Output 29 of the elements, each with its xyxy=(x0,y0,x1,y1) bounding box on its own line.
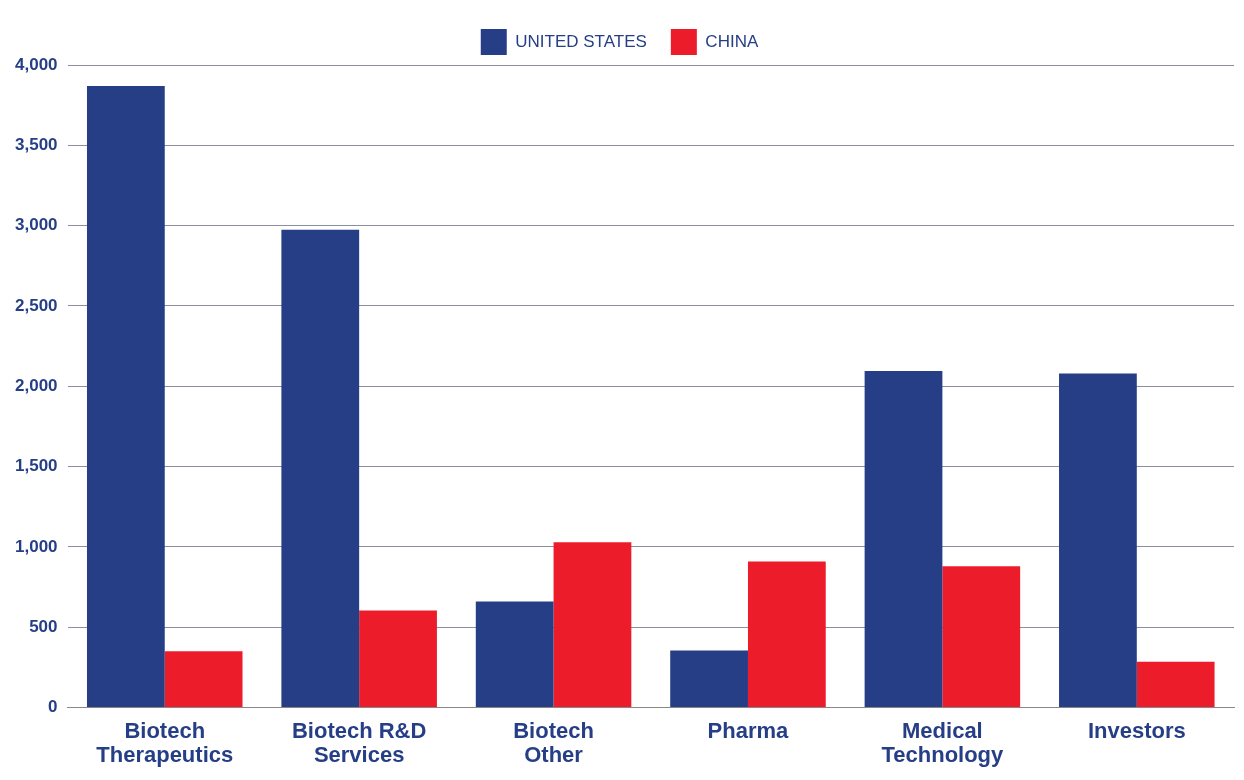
bar xyxy=(747,561,826,708)
y-tick-label: 500 xyxy=(29,616,58,636)
x-tick-label: Medical Technology xyxy=(881,717,1005,767)
bar xyxy=(864,371,943,708)
bar xyxy=(553,542,632,708)
bar xyxy=(281,229,360,708)
bar xyxy=(942,566,1021,708)
y-tick-label: 3,000 xyxy=(14,215,58,235)
bar xyxy=(86,85,165,708)
x-tick-label: Pharma xyxy=(707,717,790,743)
y-tick-label: 0 xyxy=(48,697,58,717)
x-tick-label: Biotech R&D Services xyxy=(291,717,427,767)
legend-label: CHINA xyxy=(705,31,759,51)
x-tick-label: Biotech Therapeutics xyxy=(96,717,234,767)
y-tick-label: 1,500 xyxy=(14,456,58,476)
bar xyxy=(359,610,437,708)
x-tick-label: Investors xyxy=(1087,717,1186,743)
bar xyxy=(164,651,243,708)
y-tick-label: 1,000 xyxy=(14,536,58,556)
bar xyxy=(475,601,554,708)
bar xyxy=(670,650,748,708)
y-tick-label: 3,500 xyxy=(14,135,58,155)
y-tick-label: 2,500 xyxy=(14,295,58,315)
legend-label: UNITED STATES xyxy=(515,31,647,51)
bar xyxy=(1136,661,1215,708)
bar xyxy=(1059,373,1137,708)
y-tick-label: 4,000 xyxy=(14,54,58,74)
y-tick-label: 2,000 xyxy=(14,375,58,395)
x-tick-label: Biotech Other xyxy=(513,717,594,767)
